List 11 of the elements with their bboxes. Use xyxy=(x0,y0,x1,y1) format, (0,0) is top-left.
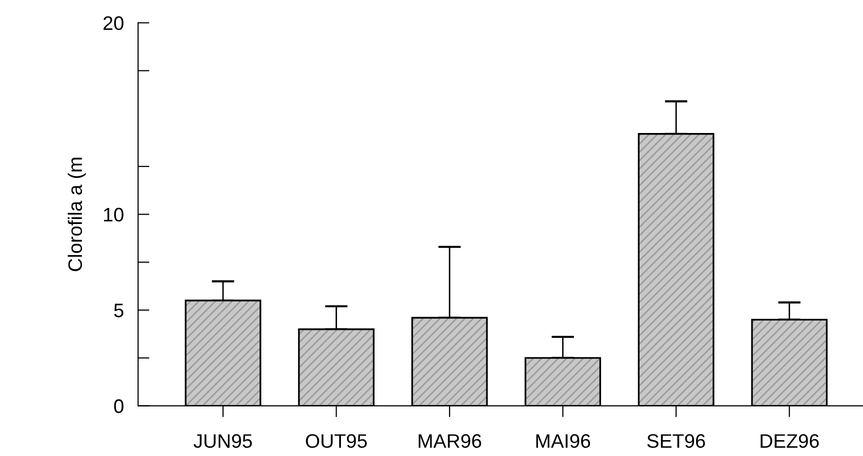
y-tick-label: 0 xyxy=(114,399,124,414)
y-tick-label: 10 xyxy=(104,208,124,222)
x-tick-label: MAI96 xyxy=(536,434,590,448)
x-tick-label: SET96 xyxy=(647,434,705,448)
y-tick-label: 5 xyxy=(114,304,124,318)
y-tick-label: 20 xyxy=(104,16,124,30)
x-tick-label: OUT95 xyxy=(306,434,367,448)
y-axis-title: Clorofila a (m xyxy=(68,158,86,272)
x-tick-label: MAR96 xyxy=(418,434,482,448)
x-tick-label: JUN95 xyxy=(194,434,252,448)
x-tick-label: DEZ96 xyxy=(760,434,819,448)
